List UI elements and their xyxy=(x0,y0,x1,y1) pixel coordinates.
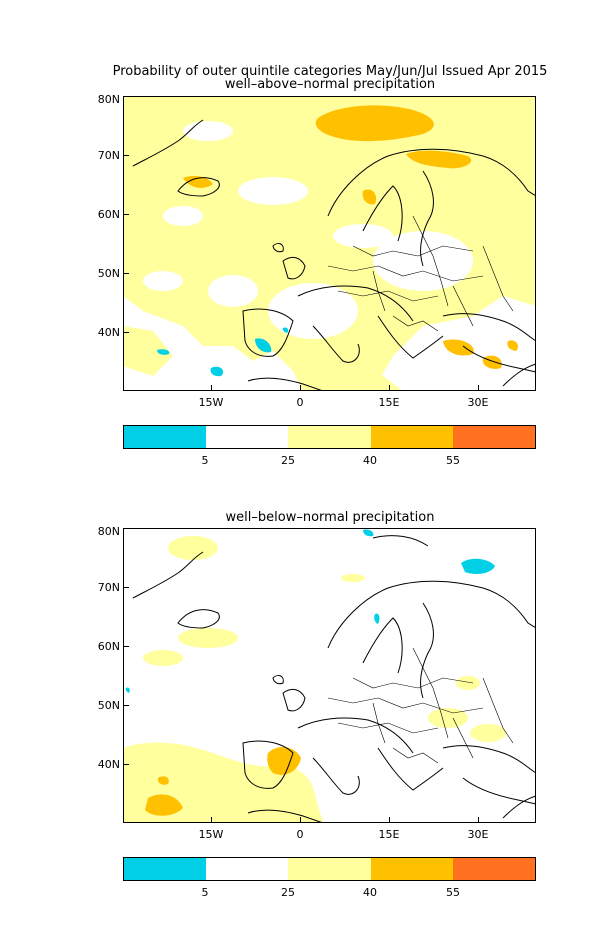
country-borders xyxy=(327,215,514,332)
lon-tick xyxy=(211,817,212,823)
lat-tick xyxy=(123,155,129,156)
lat-tick xyxy=(123,214,129,215)
yellow-probability-area xyxy=(123,536,506,823)
lon-tick xyxy=(211,385,212,391)
yellow-probability-area xyxy=(123,96,536,391)
panel-1-subtitle: well–above–normal precipitation xyxy=(224,77,436,92)
colorbar-segment xyxy=(288,858,371,880)
colorbar-above xyxy=(123,425,536,449)
colorbar-label: 55 xyxy=(446,454,460,467)
lon-tick xyxy=(300,385,301,391)
map-panel-below xyxy=(123,528,536,823)
coastlines xyxy=(132,119,536,391)
lon-label: 0 xyxy=(296,396,304,409)
lat-label: 80N xyxy=(97,93,120,106)
main-title: Probability of outer quintile categories… xyxy=(112,64,548,79)
lon-label: 0 xyxy=(296,828,304,841)
colorbar-label: 40 xyxy=(363,454,377,467)
colorbar-segment xyxy=(370,426,453,448)
colorbar-segment xyxy=(206,426,289,448)
white-gaps xyxy=(143,121,473,339)
colorbar-below xyxy=(123,857,536,881)
lat-tick xyxy=(123,273,129,274)
lon-label: 30E xyxy=(467,396,489,409)
lat-label: 70N xyxy=(97,149,120,162)
lat-label: 50N xyxy=(97,267,120,280)
lon-tick xyxy=(389,817,390,823)
colorbar-segment xyxy=(124,858,207,880)
lon-tick xyxy=(478,817,479,823)
lat-label: 50N xyxy=(97,699,120,712)
coastlines xyxy=(132,535,536,823)
lat-label: 60N xyxy=(97,640,120,653)
colorbar-label: 40 xyxy=(363,886,377,899)
country-borders xyxy=(327,647,514,764)
lon-tick xyxy=(389,385,390,391)
orange-probability-area xyxy=(145,746,301,816)
orange-probability-area xyxy=(183,105,519,369)
colorbar-segment xyxy=(206,858,289,880)
lat-label: 70N xyxy=(97,581,120,594)
panel-2-subtitle: well–below–normal precipitation xyxy=(225,510,435,525)
lat-tick xyxy=(123,705,129,706)
colorbar-segment xyxy=(370,858,453,880)
colorbar-segment xyxy=(288,426,371,448)
lon-tick xyxy=(478,385,479,391)
cyan-probability-area xyxy=(125,529,495,693)
lat-tick xyxy=(123,332,129,333)
lon-label: 30E xyxy=(467,828,489,841)
lat-tick xyxy=(123,764,129,765)
lon-label: 15E xyxy=(378,828,400,841)
colorbar-segment xyxy=(452,426,536,448)
lat-tick xyxy=(123,587,129,588)
lat-label: 60N xyxy=(97,208,120,221)
colorbar-label: 55 xyxy=(446,886,460,899)
colorbar-label: 5 xyxy=(201,886,209,899)
map-panel-above xyxy=(123,96,536,391)
colorbar-label: 5 xyxy=(201,454,209,467)
lat-tick xyxy=(123,646,129,647)
lon-label: 15E xyxy=(378,396,400,409)
cyan-probability-area xyxy=(157,327,289,377)
lat-label: 40N xyxy=(97,326,120,339)
colorbar-label: 25 xyxy=(281,454,295,467)
lon-tick xyxy=(300,817,301,823)
colorbar-segment xyxy=(452,858,536,880)
colorbar-label: 25 xyxy=(281,886,295,899)
lon-label: 15W xyxy=(198,396,224,409)
colorbar-segment xyxy=(124,426,207,448)
lat-label: 80N xyxy=(97,525,120,538)
lat-label: 40N xyxy=(97,758,120,771)
lon-label: 15W xyxy=(198,828,224,841)
